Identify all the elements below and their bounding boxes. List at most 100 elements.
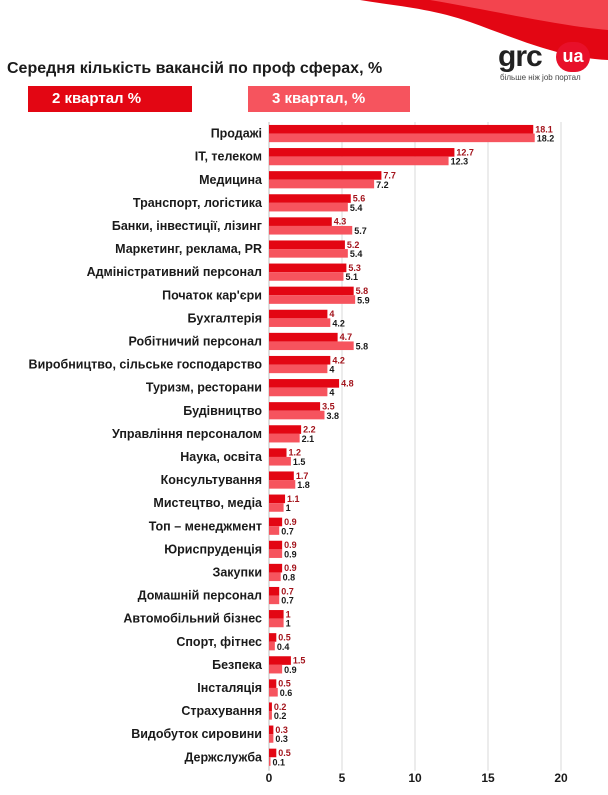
value-label-q3: 5.4: [350, 203, 363, 213]
value-label-q2: 0.5: [278, 632, 291, 642]
bar-q2: [269, 471, 294, 481]
bar-q2: [269, 217, 332, 226]
value-label-q2: 0.5: [278, 679, 291, 689]
bar-q3: [269, 433, 300, 443]
value-label-q2: 5.3: [348, 263, 361, 273]
x-tick-label: 0: [266, 771, 273, 785]
logo-badge: ua: [556, 42, 590, 72]
bar-q3: [269, 387, 328, 397]
bar-q2: [269, 124, 534, 134]
bar-q2: [269, 540, 283, 550]
value-label-q3: 0.7: [281, 596, 294, 606]
bar-q3: [269, 687, 278, 697]
value-label-q2: 12.7: [456, 147, 474, 157]
category-label: Наука, освіта: [180, 450, 263, 464]
value-label-q3: 0.8: [283, 572, 296, 582]
bar-q2: [269, 402, 321, 411]
value-label-q3: 3.8: [326, 411, 339, 421]
bar-q2: [269, 517, 283, 527]
value-label-q3: 0.3: [275, 734, 288, 744]
legend-q2: 2 квартал %: [28, 86, 192, 112]
bar-q3: [269, 249, 348, 258]
value-label-q2: 0.9: [284, 563, 297, 573]
category-label: Маркетинг, реклама, PR: [115, 242, 262, 256]
bar-q3: [269, 456, 291, 466]
value-label-q2: 4.2: [332, 355, 345, 365]
bar-q2: [269, 702, 272, 712]
value-label-q2: 1: [286, 609, 291, 619]
value-label-q3: 5.1: [345, 272, 358, 282]
bar-q3: [269, 757, 271, 766]
logo-tagline: більше ніж job портал: [500, 73, 581, 82]
value-label-q3: 7.2: [376, 180, 389, 190]
bar-q2: [269, 379, 340, 388]
value-label-q3: 0.6: [280, 688, 293, 698]
bar-q2: [269, 332, 338, 342]
x-tick-label: 20: [554, 771, 568, 785]
value-label-q3: 5.8: [356, 341, 369, 351]
value-label-q2: 0.9: [284, 517, 297, 527]
bar-q3: [269, 133, 535, 143]
bar-q3: [269, 549, 283, 558]
value-label-q3: 1.5: [293, 457, 306, 467]
category-label: Топ – менеджмент: [149, 519, 262, 533]
value-label-q2: 1.1: [287, 494, 300, 504]
bar-q3: [269, 318, 331, 327]
x-tick-label: 10: [408, 771, 422, 785]
value-label-q3: 5.7: [354, 226, 367, 236]
value-label-q2: 0.3: [275, 725, 288, 735]
bar-q3: [269, 618, 284, 628]
category-label: Держслужба: [184, 750, 263, 764]
value-label-q2: 0.7: [281, 586, 294, 596]
value-label-q3: 0.4: [277, 642, 290, 652]
bar-q3: [269, 711, 272, 720]
category-label: Продажі: [211, 127, 262, 141]
category-label: Безпека: [212, 658, 263, 672]
value-label-q3: 1: [286, 503, 291, 513]
category-label: Робітничий персонал: [129, 334, 263, 348]
bar-q2: [269, 148, 455, 157]
value-label-q2: 0.9: [284, 540, 297, 550]
logo-wordmark: grc: [498, 40, 543, 73]
value-label-q2: 3.5: [322, 401, 335, 411]
bar-q2: [269, 725, 274, 735]
category-label: Початок кар'єри: [162, 288, 262, 302]
bar-q3: [269, 341, 354, 351]
value-label-q2: 1.5: [293, 656, 306, 666]
category-label: Страхування: [181, 704, 262, 718]
red-wave-highlight: [430, 0, 608, 30]
bar-q2: [269, 679, 277, 688]
bar-q3: [269, 364, 328, 374]
category-label: IT, телеком: [195, 150, 262, 164]
bar-q3: [269, 410, 325, 420]
value-label-q3: 4.2: [332, 318, 345, 328]
bar-q2: [269, 494, 286, 504]
category-label: Закупки: [213, 565, 262, 579]
bar-q3: [269, 295, 356, 304]
bar-q2: [269, 240, 345, 250]
bar-q3: [269, 641, 275, 651]
value-label-q2: 7.7: [383, 170, 396, 180]
value-label-q3: 1: [286, 619, 291, 629]
bar-q2: [269, 425, 302, 434]
bar-q2: [269, 286, 354, 296]
value-label-q3: 2.1: [302, 434, 315, 444]
category-label: Управління персоналом: [112, 427, 262, 441]
bar-q3: [269, 734, 274, 743]
bar-q2: [269, 563, 283, 573]
value-label-q2: 5.2: [347, 240, 360, 250]
bar-q2: [269, 171, 382, 180]
value-label-q3: 1.8: [297, 480, 310, 490]
bar-q2: [269, 633, 277, 642]
grc-logo: grc ua більше ніж job портал: [498, 40, 604, 88]
bar-q3: [269, 572, 281, 582]
bar-q3: [269, 503, 284, 512]
category-label: Адміністративний персонал: [87, 265, 262, 279]
value-label-q2: 0.5: [278, 748, 291, 758]
category-label: Мистецтво, медіа: [153, 496, 263, 510]
bar-q2: [269, 309, 328, 319]
value-label-q3: 0.7: [281, 526, 294, 536]
chart-title: Середня кількість вакансій по проф сфера…: [7, 60, 383, 77]
bar-q2: [269, 748, 277, 758]
bar-q2: [269, 448, 287, 457]
